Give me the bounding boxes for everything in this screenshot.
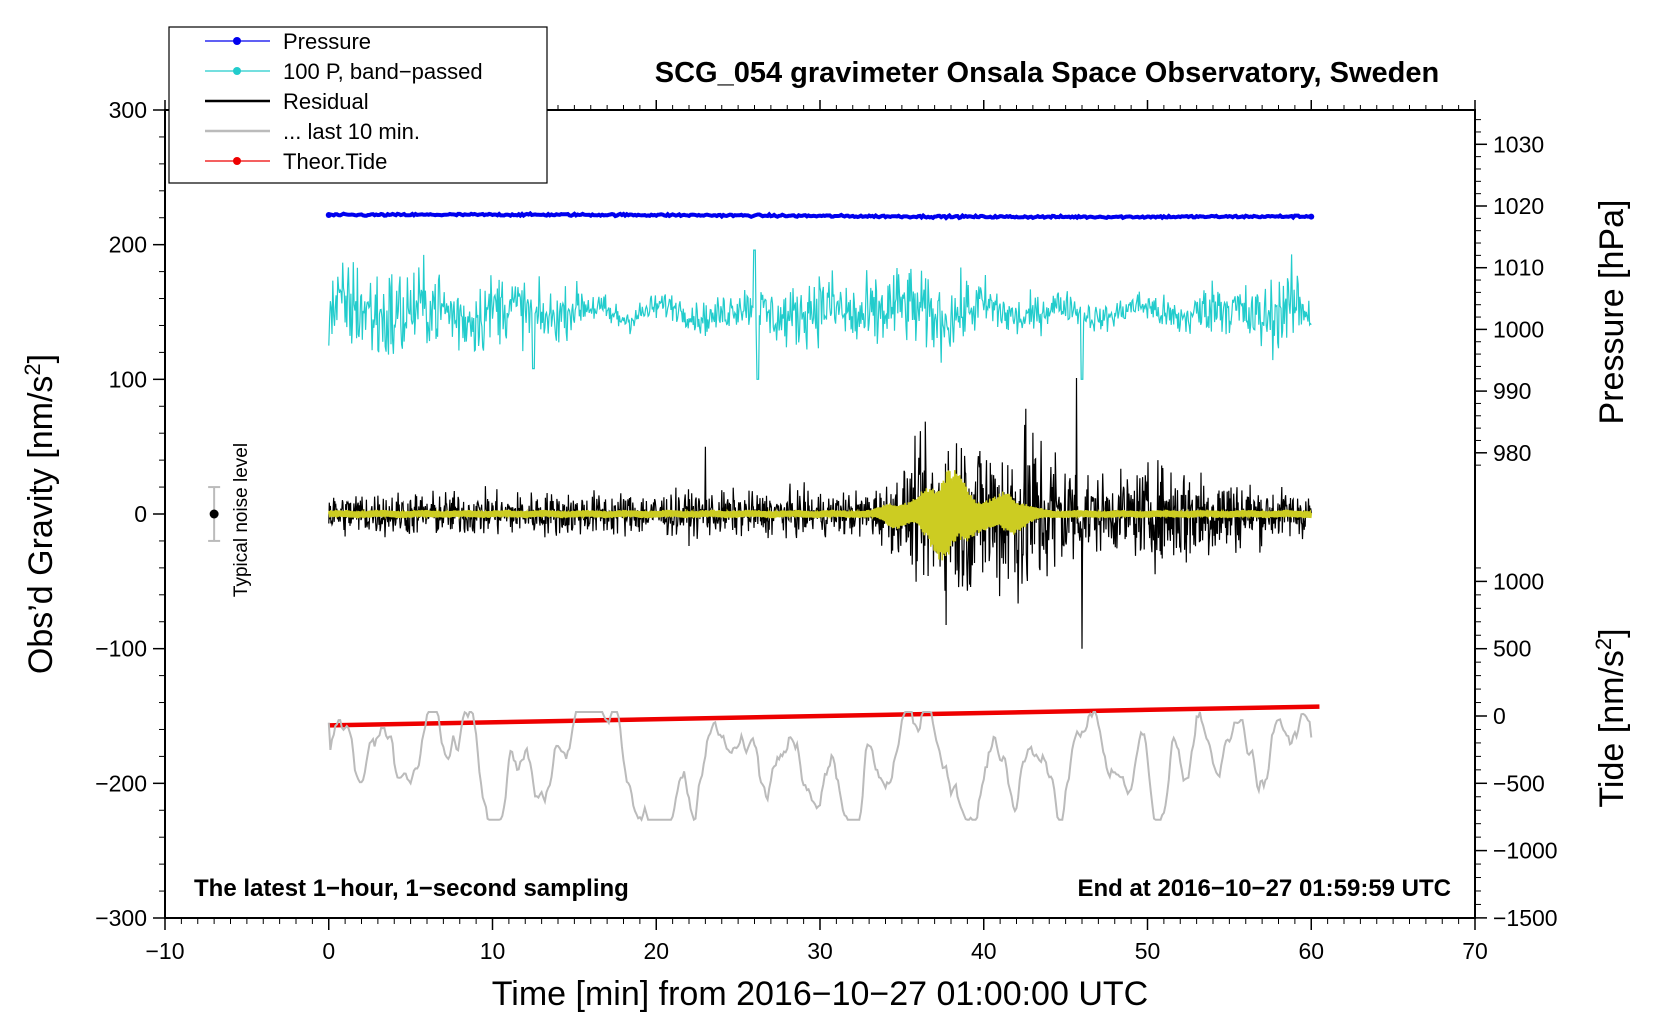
y-tick-label: 0 [134, 501, 147, 527]
pressure-tick-label: 1030 [1493, 131, 1544, 157]
legend-marker [233, 67, 241, 75]
y-tick-label: −200 [95, 770, 147, 796]
legend-label: 100 P, band−passed [283, 59, 483, 84]
x-tick-label: 40 [971, 938, 997, 964]
y-axis-ticks: −300 −200 −100 0 100 200 300 [95, 97, 165, 931]
legend-label: Residual [283, 89, 369, 114]
chart-title: SCG_054 gravimeter Onsala Space Observat… [655, 57, 1439, 89]
theor-tide-line [328, 704, 1320, 728]
pressure-tick-label: 990 [1493, 378, 1531, 404]
y-axis-title-left: Obs’d Gravity [nm/s2] [20, 354, 60, 674]
tide-tick-label: −1000 [1493, 838, 1558, 864]
tide-axis-title-end: ] [1593, 628, 1631, 637]
pressure-axis-ticks: 980 990 1000 1010 1020 1030 [1475, 119, 1544, 466]
legend-label: ... last 10 min. [283, 119, 420, 144]
last-10-min-line [327, 710, 1313, 823]
noise-point [209, 509, 219, 519]
x-tick-label: 0 [322, 938, 335, 964]
legend-marker [233, 157, 241, 165]
x-tick-label: 30 [807, 938, 833, 964]
x-axis-ticks: −10 0 10 20 30 40 50 60 70 [145, 100, 1488, 964]
tide-tick-label: 0 [1493, 703, 1506, 729]
residual-bandpassed-line [328, 470, 1313, 561]
tide-axis-title-main: Tide [nm/s [1593, 650, 1631, 807]
tide-tick-label: −1500 [1493, 905, 1558, 931]
tide-tick-label: 500 [1493, 636, 1531, 662]
tide-tick-label: −500 [1493, 770, 1545, 796]
pressure-tick-label: 1000 [1493, 316, 1544, 342]
y-axis-title-main: Obs’d Gravity [nm/s [22, 376, 60, 675]
note-right: End at 2016−10−27 01:59:59 UTC [1077, 875, 1451, 902]
x-tick-label: 10 [480, 938, 506, 964]
x-tick-label: 20 [643, 938, 669, 964]
x-tick-label: −10 [145, 938, 184, 964]
pressure-tick-label: 1020 [1493, 193, 1544, 219]
legend-box [168, 26, 548, 184]
noise-level-indicator [208, 486, 221, 542]
series-layer [325, 210, 1320, 823]
pressure-bandpassed-line [328, 249, 1312, 380]
y-tick-label: 200 [109, 232, 147, 258]
noise-level-label: Typical noise level [231, 443, 252, 597]
tide-tick-label: 1000 [1493, 568, 1544, 594]
pressure-tick-label: 980 [1493, 440, 1531, 466]
y-tick-label: 100 [109, 366, 147, 392]
pressure-end-point [1308, 213, 1315, 220]
pressure-axis-title: Pressure [hPa] [1593, 200, 1631, 425]
x-tick-label: 60 [1298, 938, 1324, 964]
y-tick-label: −300 [95, 905, 147, 931]
x-tick-label: 50 [1135, 938, 1161, 964]
legend: Pressure 100 P, band−passed Residual ... la… [168, 26, 548, 184]
y-axis-title-end: ] [22, 354, 60, 363]
tide-axis-title: Tide [nm/s2] [1591, 628, 1631, 807]
y-tick-label: −100 [95, 636, 147, 662]
tide-axis-ticks: −1500 −1000 −500 0 500 1000 [1475, 567, 1558, 931]
y-tick-label: 300 [109, 97, 147, 123]
legend-label: Theor.Tide [283, 149, 387, 174]
x-tick-label: 70 [1462, 938, 1488, 964]
legend-label: Pressure [283, 29, 371, 54]
note-left: The latest 1−hour, 1−second sampling [194, 875, 629, 902]
pressure-start-point [325, 212, 332, 219]
x-axis-title: Time [min] from 2016−10−27 01:00:00 UTC [492, 975, 1148, 1013]
tide-axis-title-sup: 2 [1591, 638, 1616, 650]
pressure-tick-label: 1010 [1493, 255, 1544, 281]
y-axis-title-sup: 2 [20, 363, 45, 375]
pressure-line [327, 210, 1312, 221]
legend-marker [233, 37, 241, 45]
